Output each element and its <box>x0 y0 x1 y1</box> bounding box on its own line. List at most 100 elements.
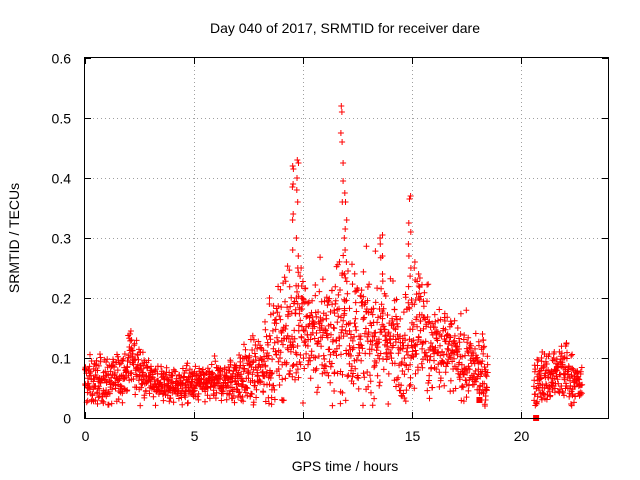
data-point <box>465 334 472 341</box>
data-point <box>378 301 385 308</box>
data-point <box>312 282 319 288</box>
data-point <box>357 333 364 340</box>
data-point <box>357 341 364 348</box>
data-point <box>223 396 230 403</box>
data-point <box>410 321 417 328</box>
data-point <box>422 338 429 345</box>
data-point <box>104 356 111 363</box>
data-point <box>355 375 362 382</box>
data-point <box>447 377 454 384</box>
data-point <box>418 360 425 367</box>
data-point <box>139 349 146 356</box>
data-point <box>420 339 427 346</box>
data-point <box>374 285 381 292</box>
data-point <box>336 335 343 342</box>
data-point <box>441 382 448 389</box>
data-point <box>377 350 384 357</box>
data-point <box>434 337 441 344</box>
data-point <box>352 365 359 372</box>
data-point <box>431 311 438 318</box>
data-point <box>145 357 152 364</box>
data-point <box>103 359 110 365</box>
data-point <box>374 372 381 379</box>
data-point <box>398 382 405 389</box>
data-point <box>368 322 375 329</box>
data-point <box>472 345 478 352</box>
data-point <box>304 343 311 349</box>
data-point <box>539 349 546 355</box>
data-point <box>284 311 291 318</box>
data-point <box>297 352 304 358</box>
data-point <box>414 341 421 348</box>
data-point <box>540 390 547 397</box>
data-point <box>464 369 471 376</box>
data-point <box>371 395 378 402</box>
data-point <box>185 399 192 406</box>
data-point <box>249 332 256 339</box>
data-point <box>295 160 302 166</box>
data-point <box>412 347 419 354</box>
data-point <box>171 387 178 393</box>
data-point <box>538 375 544 382</box>
data-point <box>563 355 570 362</box>
data-point <box>400 390 407 397</box>
data-point <box>406 305 413 312</box>
data-point <box>364 333 371 340</box>
data-point <box>394 323 401 330</box>
data-point <box>340 317 347 324</box>
data-point <box>342 226 349 232</box>
data-point <box>559 389 566 396</box>
data-point <box>338 329 345 336</box>
data-point <box>411 301 418 308</box>
data-point <box>444 345 451 352</box>
x-axis-label: GPS time / hours <box>292 458 399 474</box>
data-point <box>280 397 287 404</box>
data-point <box>152 402 159 409</box>
data-point <box>275 338 281 345</box>
data-point <box>285 335 292 342</box>
data-point <box>295 327 302 334</box>
data-point <box>579 381 586 388</box>
data-point <box>102 376 109 383</box>
data-point <box>429 384 436 391</box>
data-point <box>367 378 374 385</box>
data-point <box>567 382 574 389</box>
data-point <box>415 334 422 341</box>
data-point <box>422 349 429 356</box>
data-point <box>290 339 296 345</box>
data-point <box>287 348 294 355</box>
data-point <box>435 317 441 324</box>
data-point <box>282 326 289 332</box>
data-point <box>472 330 479 337</box>
data-point <box>105 401 112 408</box>
data-point <box>295 253 302 259</box>
data-point <box>289 184 296 190</box>
data-point <box>542 370 549 377</box>
data-point <box>289 363 296 370</box>
data-point <box>204 392 211 399</box>
data-point <box>114 353 121 360</box>
data-point <box>315 338 322 344</box>
data-point <box>452 385 459 392</box>
data-point <box>264 339 271 346</box>
data-point <box>568 402 575 409</box>
data-point <box>259 361 266 368</box>
data-point <box>409 326 416 333</box>
data-point <box>331 310 338 317</box>
data-point <box>300 327 307 334</box>
data-point <box>94 367 101 374</box>
data-point <box>179 401 186 408</box>
data-point <box>360 268 367 275</box>
data-point <box>301 365 308 372</box>
data-point <box>434 350 441 356</box>
data-point <box>549 370 556 377</box>
data-point <box>294 199 301 205</box>
data-point <box>406 196 413 202</box>
data-point <box>346 327 353 334</box>
data-point <box>336 258 343 265</box>
data-point <box>536 370 543 377</box>
y-tick-labels: 0 0.1 0.2 0.3 0.4 0.5 0.6 <box>52 51 72 427</box>
data-point <box>436 369 443 376</box>
data-point <box>268 394 275 401</box>
data-point <box>254 373 261 380</box>
